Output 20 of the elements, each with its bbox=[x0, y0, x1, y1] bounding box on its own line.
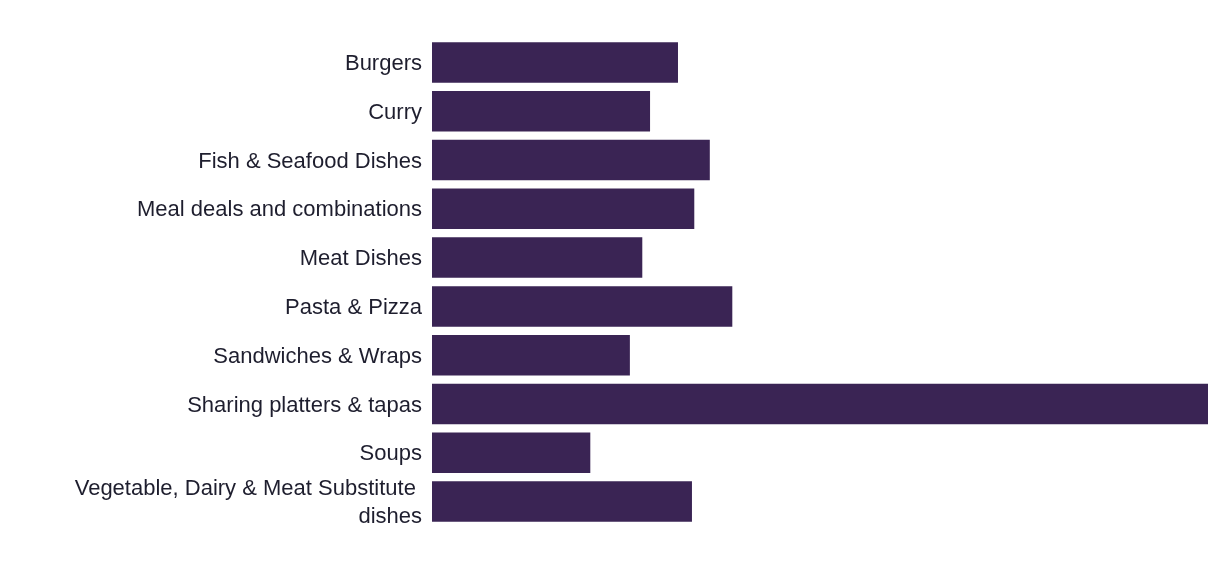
y-tick-label: Pasta & Pizza bbox=[285, 293, 423, 319]
bar bbox=[432, 188, 695, 230]
y-tick-label: Fish & Seafood Dishes bbox=[198, 147, 422, 173]
y-tick-label: Meat Dishes bbox=[299, 245, 422, 271]
bar bbox=[432, 139, 710, 181]
bar bbox=[432, 334, 630, 376]
bar bbox=[432, 432, 591, 474]
bar bbox=[432, 42, 678, 83]
y-tick-label: Soups bbox=[359, 440, 422, 466]
bar bbox=[432, 481, 692, 522]
bar bbox=[432, 237, 643, 278]
y-tick-label: Sharing platters & tapas bbox=[187, 391, 422, 417]
y-tick-label: Vegetable, Dairy & Meat Substitute dishes bbox=[74, 475, 422, 529]
bar bbox=[432, 90, 651, 132]
bar bbox=[432, 383, 1208, 425]
y-tick-label: Sandwiches & Wraps bbox=[213, 342, 422, 368]
y-tick-label: Meal deals and combinations bbox=[137, 196, 422, 222]
y-tick-label: Burgers bbox=[344, 49, 422, 75]
y-tick-label: Curry bbox=[368, 98, 422, 124]
bar bbox=[432, 286, 733, 327]
